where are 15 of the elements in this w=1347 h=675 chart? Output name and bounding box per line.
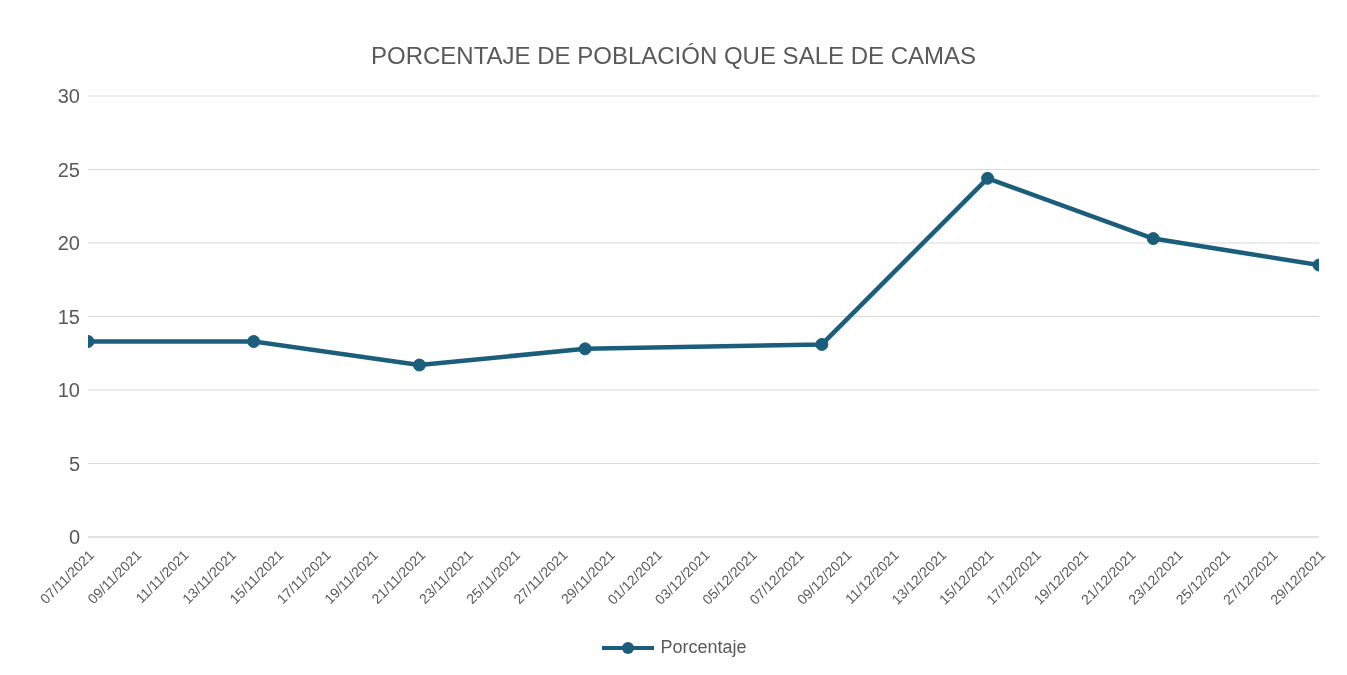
y-tick-label: 30 — [57, 85, 80, 108]
y-tick-label: 15 — [57, 305, 80, 328]
point — [815, 337, 829, 351]
point — [412, 358, 426, 372]
point — [578, 342, 592, 356]
y-tick-label: 25 — [57, 158, 80, 181]
chart-title: PORCENTAJE DE POBLACIÓN QUE SALE DE CAMAS — [370, 41, 977, 71]
y-tick-label: 10 — [57, 379, 80, 402]
y-tick-label: 0 — [68, 526, 80, 549]
point — [247, 334, 261, 348]
y-tick-label: 20 — [57, 232, 80, 255]
legend-label: Porcentaje — [659, 637, 747, 658]
y-tick-label: 5 — [68, 452, 80, 475]
point — [1146, 232, 1160, 246]
point — [981, 171, 995, 185]
